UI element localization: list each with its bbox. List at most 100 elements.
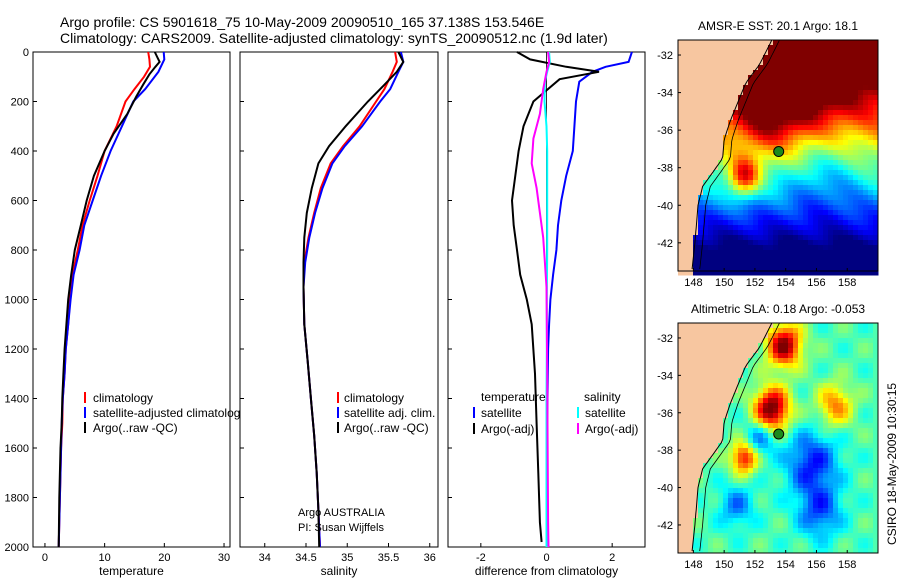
map-cell — [838, 433, 844, 439]
map-cell — [803, 135, 809, 141]
map-cell — [748, 110, 754, 116]
map-cell — [853, 523, 859, 529]
map-cell — [688, 125, 694, 131]
map-cell — [788, 363, 794, 369]
map-cell — [813, 488, 819, 494]
map-cell — [683, 205, 689, 211]
map-cell — [838, 100, 844, 106]
map-cell — [678, 120, 684, 126]
map-cell — [793, 230, 799, 236]
map-cell — [848, 130, 854, 136]
map-cell — [793, 175, 799, 181]
map-cell — [823, 423, 829, 429]
map-cell — [733, 488, 739, 494]
map-cell — [738, 140, 744, 146]
map-cell — [678, 205, 684, 211]
map-cell — [838, 215, 844, 221]
map-cell — [798, 200, 804, 206]
map-cell — [728, 135, 734, 141]
map-cell — [828, 250, 834, 256]
map-cell — [863, 383, 869, 389]
map-cell — [773, 348, 779, 354]
map-cell — [718, 473, 724, 479]
map-cell — [798, 478, 804, 484]
map-cell — [748, 448, 754, 454]
map-cell — [773, 508, 779, 514]
map-cell — [778, 265, 784, 271]
map-cell — [873, 513, 879, 519]
map-cell — [743, 508, 749, 514]
map-cell — [868, 265, 874, 271]
map-cell — [708, 508, 714, 514]
map-cell — [828, 353, 834, 359]
map-cell — [798, 543, 804, 549]
map-cell — [798, 175, 804, 181]
map-cell — [678, 105, 684, 111]
map-cell — [873, 473, 879, 479]
map-cell — [778, 338, 784, 344]
map-cell — [693, 343, 699, 349]
map-cell — [818, 358, 824, 364]
map-cell — [848, 483, 854, 489]
map-cell — [848, 468, 854, 474]
map-cell — [833, 130, 839, 136]
map-cell — [788, 538, 794, 544]
map-cell — [808, 548, 814, 554]
map-cell — [753, 348, 759, 354]
map-cell — [793, 50, 799, 56]
map-cell — [728, 110, 734, 116]
map-cell — [788, 65, 794, 71]
map-cell — [678, 200, 684, 206]
map-cell — [743, 245, 749, 251]
map-cell — [738, 60, 744, 66]
map-cell — [848, 423, 854, 429]
salinity-xtick-label: 35.5 — [378, 552, 399, 564]
map-cell — [793, 418, 799, 424]
map-cell — [748, 378, 754, 384]
map-cell — [698, 528, 704, 534]
map-cell — [753, 473, 759, 479]
map-cell — [838, 265, 844, 271]
map-cell — [763, 443, 769, 449]
map-cell — [873, 235, 879, 241]
map-cell — [853, 175, 859, 181]
map-cell — [828, 120, 834, 126]
map-cell — [813, 125, 819, 131]
map-cell — [678, 160, 684, 166]
map-cell — [683, 135, 689, 141]
map-cell — [783, 468, 789, 474]
map-cell — [868, 170, 874, 176]
map-cell — [813, 523, 819, 529]
map-cell — [833, 270, 839, 276]
map-cell — [733, 140, 739, 146]
map-cell — [698, 205, 704, 211]
map-cell — [773, 240, 779, 246]
map-cell — [683, 190, 689, 196]
map-cell — [738, 165, 744, 171]
map-cell — [778, 80, 784, 86]
map-cell — [858, 60, 864, 66]
map-cell — [773, 245, 779, 251]
map-cell — [813, 200, 819, 206]
map-cell — [798, 215, 804, 221]
map-cell — [743, 185, 749, 191]
map-cell — [848, 155, 854, 161]
map-cell — [813, 45, 819, 51]
map-cell — [748, 493, 754, 499]
map-cell — [688, 498, 694, 504]
map-cell — [748, 115, 754, 121]
map-cell — [868, 543, 874, 549]
map-cell — [718, 125, 724, 131]
map-cell — [698, 225, 704, 231]
map-cell — [868, 528, 874, 534]
map-cell — [843, 120, 849, 126]
map-cell — [678, 528, 684, 534]
map-cell — [778, 75, 784, 81]
map-cell — [818, 513, 824, 519]
map-cell — [788, 388, 794, 394]
map-cell — [713, 240, 719, 246]
map-cell — [843, 378, 849, 384]
map-cell — [813, 75, 819, 81]
map-cell — [743, 125, 749, 131]
map-cell — [733, 468, 739, 474]
